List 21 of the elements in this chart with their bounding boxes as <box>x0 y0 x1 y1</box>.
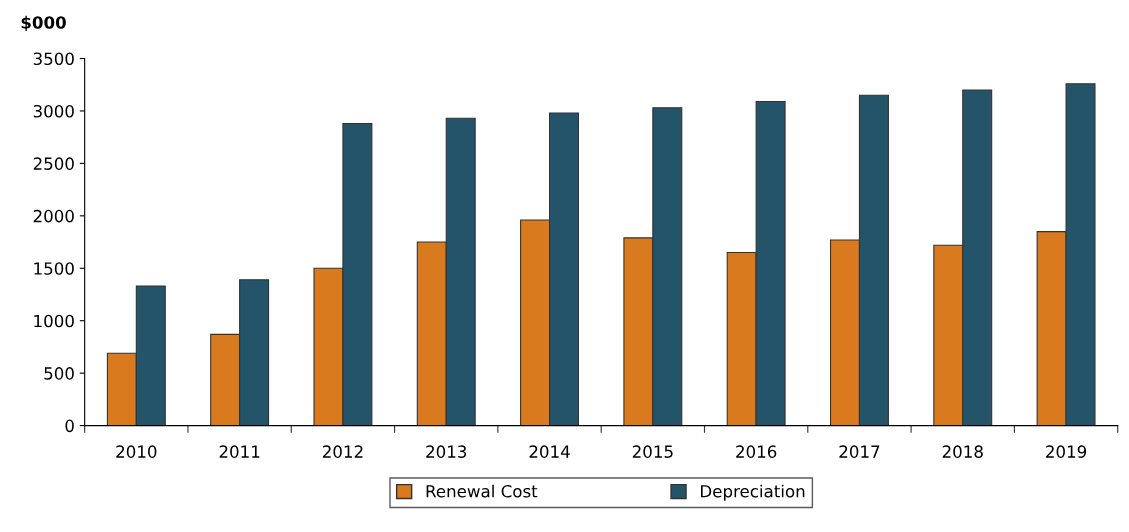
y-tick-label: 1000 <box>34 314 74 328</box>
x-tick-label: 2011 <box>219 445 260 458</box>
x-tick-label: 2013 <box>426 445 467 458</box>
y-axis-title: $000 <box>21 15 66 31</box>
x-tick-label: 2019 <box>1046 445 1087 458</box>
y-tick-label: 2000 <box>33 209 74 223</box>
y-tick-label: 0 <box>65 419 74 433</box>
legend-label: Renewal Cost <box>426 484 538 498</box>
y-tick-label: 3500 <box>33 52 74 66</box>
y-tick-label: 500 <box>44 367 74 380</box>
x-tick-label: 2016 <box>736 445 777 458</box>
x-tick-label: 2012 <box>322 445 363 458</box>
x-tick-label: 2010 <box>116 445 157 458</box>
x-tick-label: 2014 <box>529 445 570 458</box>
x-tick-label: 2017 <box>839 445 880 458</box>
y-tick-label: 3000 <box>33 104 74 118</box>
y-tick-label: 2500 <box>33 157 74 170</box>
y-tick-label: 1500 <box>34 262 74 275</box>
legend-label: Depreciation <box>701 484 805 501</box>
x-tick-label: 2015 <box>632 445 673 458</box>
x-tick-label: 2018 <box>942 445 983 458</box>
